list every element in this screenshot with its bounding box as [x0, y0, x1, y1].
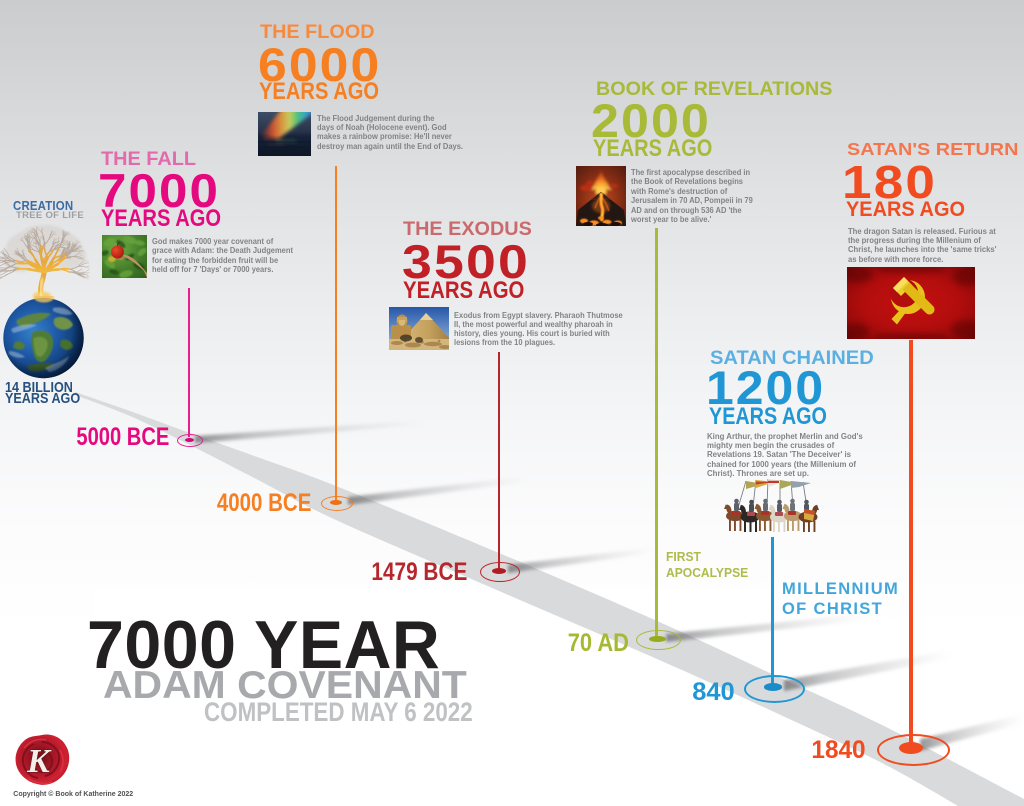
svg-text:K: K: [26, 743, 52, 780]
